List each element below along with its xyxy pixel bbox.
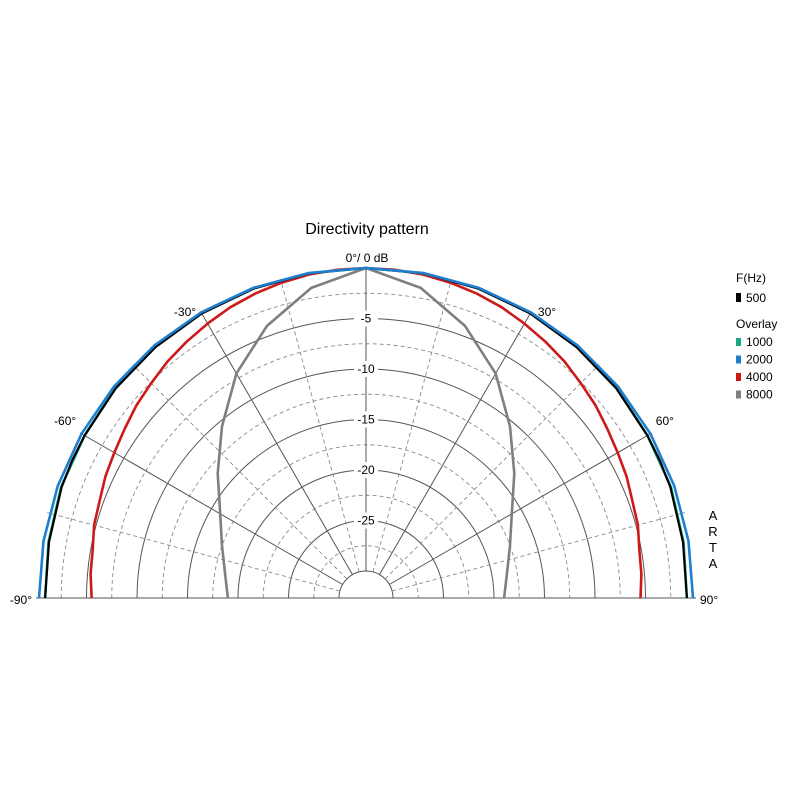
grid-spoke-minor — [47, 512, 341, 592]
db-tick-bg — [354, 462, 378, 478]
legend-swatch — [736, 293, 741, 302]
grid-spoke-major — [200, 311, 353, 575]
legend-label: 4000 — [746, 370, 773, 384]
grid-spoke-major — [79, 432, 343, 585]
grid-spoke-minor — [384, 364, 600, 580]
angle-tick-label: 30° — [538, 305, 556, 319]
series-layer — [37, 266, 695, 599]
legend-overlay-header: Overlay — [736, 317, 777, 331]
top-label: 0°/ 0 dB — [346, 251, 389, 265]
legend: F(Hz) 500 Overlay 1000 2000 4000 8000 — [736, 271, 777, 402]
legend-label: 8000 — [746, 388, 773, 402]
grid-ring-minor — [313, 545, 419, 599]
chart-title: Directivity pattern — [305, 221, 429, 238]
legend-header: F(Hz) — [736, 271, 766, 285]
legend-swatch — [736, 338, 741, 346]
angle-tick-label: -30° — [174, 305, 196, 319]
legend-label: 1000 — [746, 335, 773, 349]
legend-swatch — [736, 355, 741, 364]
grid-spoke-minor — [391, 512, 685, 592]
grid-ring-minor — [161, 393, 571, 599]
db-tick-label: -10 — [357, 362, 375, 376]
db-tick-label: -15 — [357, 413, 375, 427]
legend-label: 500 — [746, 291, 766, 305]
watermark-letter: T — [709, 540, 717, 555]
db-tick-label: -20 — [357, 463, 375, 477]
db-tick-bg — [354, 512, 378, 529]
db-tick-bg — [354, 310, 378, 327]
watermark-letter: A — [709, 556, 718, 571]
legend-swatch — [736, 373, 741, 381]
tick-labels: -5 -10 -15 -20 -25 -90° -60° -30° 30° 60° 90° — [10, 305, 719, 607]
angle-tick-label: 60° — [656, 414, 674, 428]
db-tick-label: -25 — [357, 514, 375, 528]
grid-spoke-minor — [372, 279, 452, 573]
angle-tick-label: -60° — [54, 414, 76, 428]
grid-spoke-major — [379, 311, 532, 575]
grid-spoke-minor — [280, 279, 360, 573]
db-tick-label: -5 — [361, 312, 372, 326]
legend-label: 2000 — [746, 353, 773, 367]
series-line-2000 — [37, 266, 695, 599]
db-tick-bg — [354, 361, 378, 377]
legend-swatch — [736, 390, 741, 399]
watermark-letter: A — [709, 508, 718, 523]
watermark-letter: R — [708, 524, 717, 539]
db-tick-bg — [354, 411, 378, 428]
grid-spoke-major — [389, 432, 653, 585]
grid-spoke-minor — [132, 364, 348, 580]
angle-tick-label: -90° — [10, 593, 32, 607]
angle-tick-label: 90° — [700, 593, 718, 607]
